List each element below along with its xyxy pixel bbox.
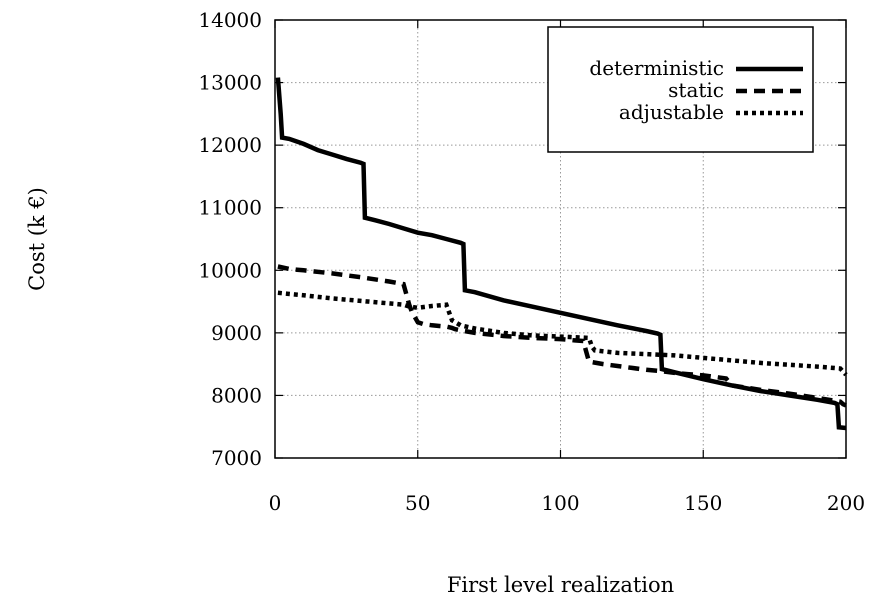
y-tick-label: 8000 bbox=[211, 383, 262, 407]
y-axis-title: Cost (k €) bbox=[25, 187, 49, 291]
legend-label-deterministic: deterministic bbox=[589, 56, 724, 80]
x-tick-label: 150 bbox=[684, 491, 722, 515]
y-tick-label: 14000 bbox=[198, 8, 262, 32]
y-tick-label: 9000 bbox=[211, 321, 262, 345]
y-tick-label: 11000 bbox=[198, 196, 262, 220]
series-line-deterministic bbox=[275, 77, 847, 431]
x-axis-title: First level realization bbox=[447, 573, 674, 597]
series-line-adjustable bbox=[277, 290, 848, 377]
x-tick-label: 0 bbox=[269, 491, 282, 515]
series-group bbox=[275, 77, 848, 431]
ticks: 0 50 100 150 200 7000 8000 9000 10000 11000 12000 1… bbox=[198, 8, 865, 515]
x-tick-label: 100 bbox=[541, 491, 579, 515]
x-tick-label: 50 bbox=[405, 491, 430, 515]
y-tick-label: 10000 bbox=[198, 258, 262, 282]
legend-label-static: static bbox=[668, 78, 724, 102]
y-tick-label: 7000 bbox=[211, 446, 262, 470]
y-tick-label: 12000 bbox=[198, 133, 262, 157]
legend-label-adjustable: adjustable bbox=[619, 100, 724, 124]
legend-box bbox=[547, 26, 814, 153]
y-tick-label: 13000 bbox=[198, 71, 262, 95]
series-line-static bbox=[277, 264, 847, 408]
x-tick-label: 200 bbox=[827, 491, 865, 515]
